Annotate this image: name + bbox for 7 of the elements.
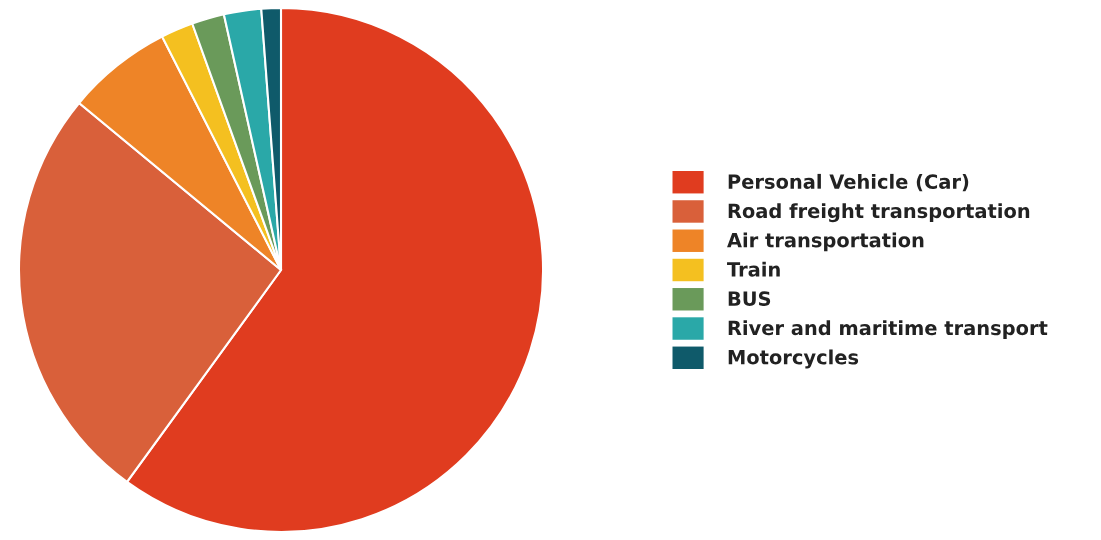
legend-label: Train xyxy=(727,261,780,277)
legend-label: BUS xyxy=(728,291,771,307)
legend-label: River and maritime transport xyxy=(728,320,1048,340)
legend-label: Personal Vehicle (Car) xyxy=(728,173,969,192)
legend-label: Road freight transportation xyxy=(728,203,1030,223)
legend-label: Motorcycles xyxy=(728,349,859,369)
legend-label: Air transportation xyxy=(727,232,924,252)
